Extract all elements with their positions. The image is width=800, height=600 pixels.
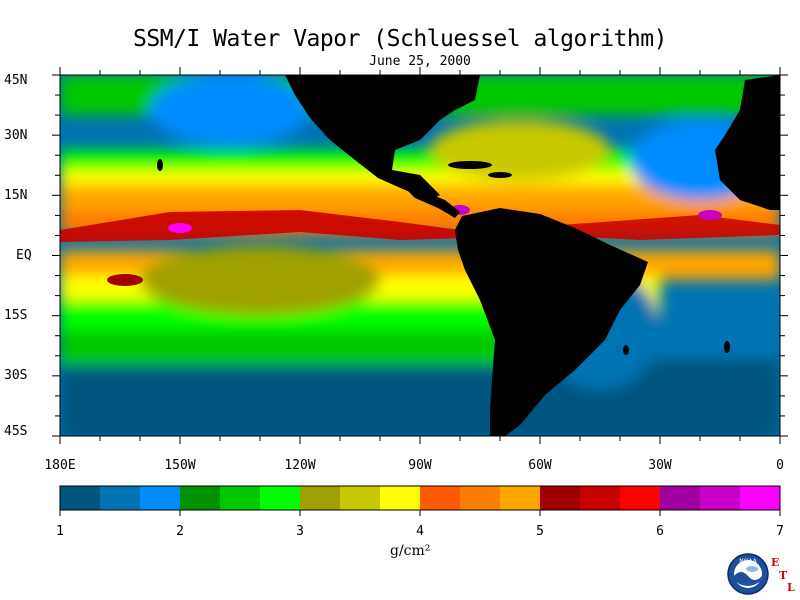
colorbar-swatch <box>60 486 101 510</box>
central-america-landmass <box>395 178 460 218</box>
colorbar-swatch <box>540 486 581 510</box>
lat-label-eq: EQ <box>16 248 32 263</box>
colorbar-label-7: 7 <box>776 524 784 539</box>
lat-label-15s: 15S <box>4 308 28 323</box>
caribbean-islands <box>448 161 492 169</box>
colorbar-label-1: 1 <box>56 524 64 539</box>
north-america-landmass <box>285 75 480 200</box>
lon-label-120w: 120W <box>284 458 316 473</box>
colorbar-swatch <box>260 486 301 510</box>
colorbar-swatch <box>500 486 541 510</box>
etl-letter-e: E <box>771 556 780 569</box>
colorbar-swatch <box>740 486 781 510</box>
colorbar-swatch <box>580 486 621 510</box>
lat-label-30s: 30S <box>4 368 28 383</box>
colorbar-label-4: 4 <box>416 524 424 539</box>
lon-label-60w: 60W <box>528 458 552 473</box>
africa-europe-landmass <box>715 75 780 210</box>
lon-label-180e: 180E <box>44 458 76 473</box>
colorbar-label-3: 3 <box>296 524 304 539</box>
lon-label-30w: 30W <box>648 458 672 473</box>
noaa-logo: NOAA <box>727 553 769 595</box>
colorbar-swatch <box>420 486 461 510</box>
lon-label-90w: 90W <box>408 458 432 473</box>
lat-label-15n: 15N <box>4 188 28 203</box>
colorbar <box>60 486 781 510</box>
colorbar-swatch <box>660 486 701 510</box>
colorbar-swatch <box>140 486 181 510</box>
colorbar-swatch <box>180 486 221 510</box>
lon-label-150w: 150W <box>164 458 196 473</box>
colorbar-swatch <box>340 486 381 510</box>
lat-label-45s: 45S <box>4 424 28 439</box>
colorbar-swatch <box>100 486 141 510</box>
itcz-band <box>60 210 470 242</box>
south-america-landmass <box>455 208 648 436</box>
colorbar-ticks <box>59 510 781 516</box>
colorbar-swatch <box>220 486 261 510</box>
graticule-ticks <box>52 67 788 444</box>
etl-letter-l: L <box>787 581 795 594</box>
colorbar-label-5: 5 <box>536 524 544 539</box>
colorbar-swatch <box>700 486 741 510</box>
etl-letter-t: T <box>779 569 788 582</box>
colorbar-swatch <box>300 486 341 510</box>
noaa-logo-text: NOAA <box>739 558 757 565</box>
colorbar-swatch <box>380 486 421 510</box>
lat-label-30n: 30N <box>4 128 28 143</box>
map-date: June 25, 2000 <box>369 54 471 69</box>
colorbar-swatch <box>460 486 501 510</box>
lat-label-45n: 45N <box>4 73 28 88</box>
map-title: SSM/I Water Vapor (Schluessel algorithm) <box>133 26 667 52</box>
colorbar-label-2: 2 <box>176 524 184 539</box>
lon-label-0: 0 <box>776 458 784 473</box>
hawaii-islands <box>157 159 163 171</box>
colorbar-label-6: 6 <box>656 524 664 539</box>
colorbar-swatch <box>620 486 661 510</box>
colorbar-units: g/cm² <box>390 543 431 559</box>
